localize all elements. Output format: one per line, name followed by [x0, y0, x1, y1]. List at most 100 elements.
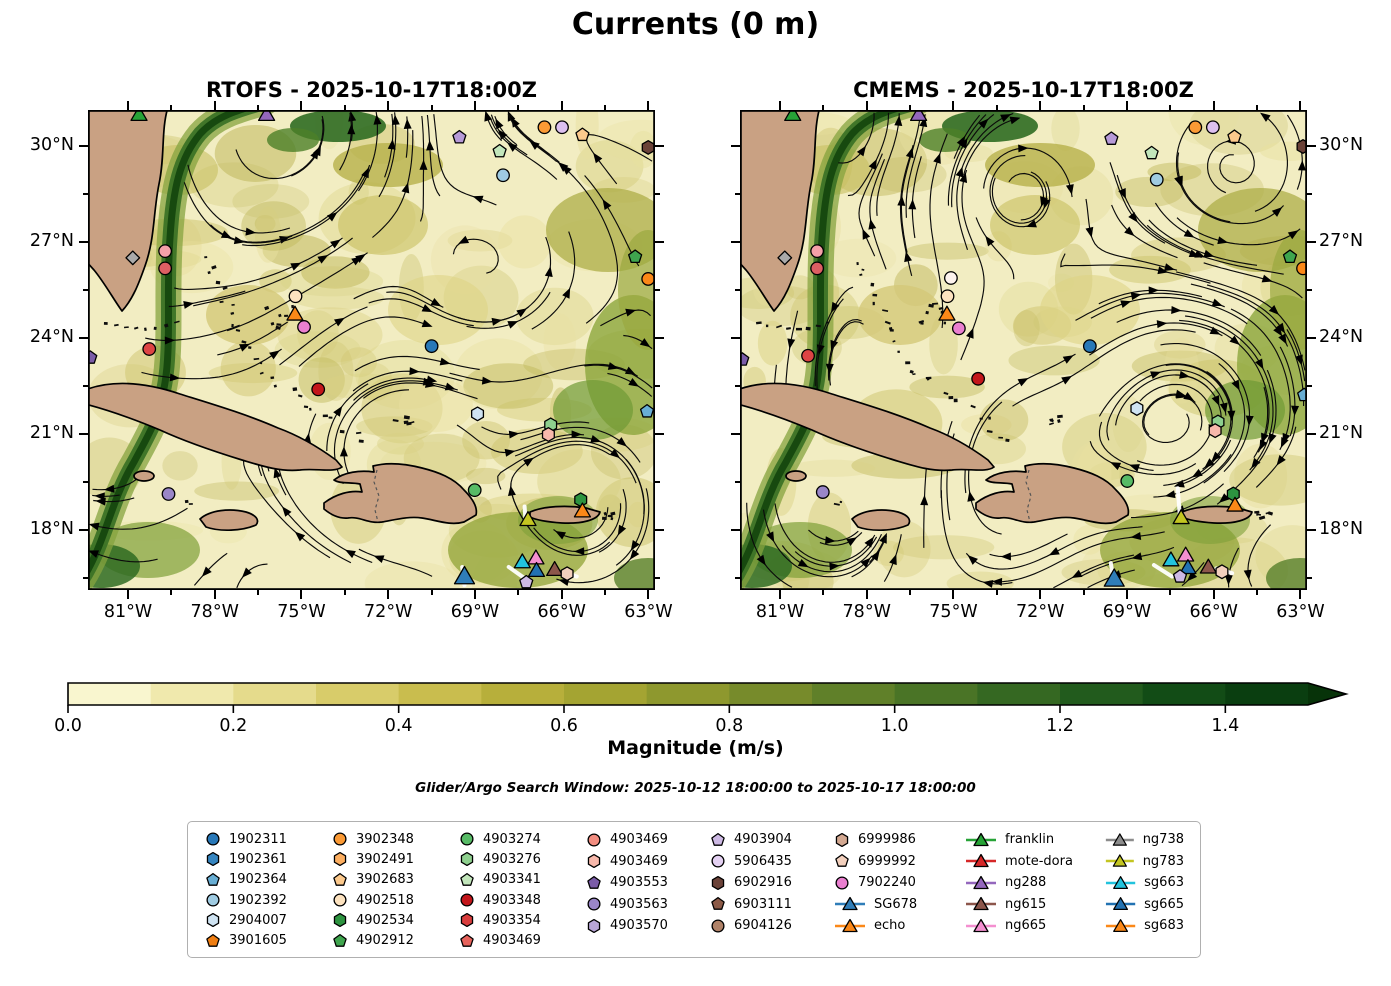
legend-label: 3902491: [356, 851, 414, 867]
lon-tick-label: 66°W: [1189, 602, 1238, 622]
axis-tick: [387, 590, 390, 599]
streamline: [858, 153, 883, 257]
streamline: [279, 306, 368, 366]
legend-label: ng665: [1005, 918, 1047, 934]
legend-item: 3902683: [331, 870, 458, 890]
pentagon-legend-glyph: [206, 933, 220, 947]
axis-tick: [655, 529, 664, 531]
float-marker: [1296, 139, 1307, 154]
glider-marker: [909, 110, 928, 122]
axis-tick: [735, 193, 740, 195]
axis-tick: [387, 101, 390, 110]
axis-tick: [1307, 241, 1316, 243]
streamline: [217, 321, 289, 356]
glider-marker: [1162, 551, 1180, 567]
streamline: [426, 114, 441, 197]
legend-label: 1902361: [229, 851, 287, 867]
axis-tick: [778, 590, 781, 599]
colorbar-tick-label: 1.0: [880, 716, 909, 736]
axis-tick: [731, 145, 740, 147]
colorbar-tick-label: 0.8: [715, 716, 744, 736]
axis-tick: [1307, 481, 1312, 483]
glider-marker: [1179, 559, 1197, 575]
streamline: [911, 156, 922, 239]
hexagon-legend-glyph: [206, 913, 220, 928]
legend-item: 4903563: [585, 894, 709, 916]
pentagon-icon: [333, 933, 347, 947]
legend-item: 6903111: [709, 894, 833, 916]
axis-tick: [735, 385, 740, 387]
glider-marker: [573, 502, 592, 518]
pentagon-icon: [460, 933, 474, 947]
streamline: [1111, 204, 1178, 259]
legend-label: 4902534: [356, 912, 414, 928]
map-canvas: [740, 110, 1307, 590]
pentagon-icon: [835, 854, 849, 868]
pentagon-legend-glyph: [206, 872, 220, 886]
legend-item: 4903274: [458, 829, 585, 849]
lat-tick-label: 30°N: [29, 135, 74, 155]
glider-marker: [938, 305, 956, 321]
float-marker: [1282, 249, 1298, 264]
lat-tick-label: 18°N: [29, 519, 74, 539]
legend-item: 4903348: [458, 890, 585, 910]
legend-item: 1902392: [204, 890, 331, 910]
circle-legend-glyph: [206, 832, 220, 846]
float-marker: [575, 127, 590, 142]
circle-icon: [460, 893, 474, 907]
streamline: [1176, 271, 1306, 371]
legend-label: 7902240: [858, 875, 916, 891]
legend-item: 1902361: [204, 849, 331, 869]
hexagon-legend-glyph: [333, 852, 347, 867]
streamline: [1165, 364, 1232, 470]
streamline: [816, 298, 844, 390]
float-marker: [1104, 131, 1119, 145]
axis-tick: [257, 590, 260, 595]
streamline: [90, 550, 158, 563]
pentagon-icon: [206, 933, 220, 947]
float-marker: [639, 403, 655, 418]
streamline: [598, 489, 627, 553]
glider-marker: [286, 305, 304, 321]
legend-item: sg683: [1104, 915, 1184, 937]
streamline: [983, 147, 1073, 198]
axis-tick: [83, 193, 88, 195]
streamline: [490, 114, 528, 156]
axis-tick: [1169, 590, 1172, 595]
axis-tick: [1256, 590, 1259, 595]
streamline: [1175, 123, 1285, 225]
streamline: [242, 164, 371, 247]
legend-label: 3902348: [356, 831, 414, 847]
legend-item: 6999986: [833, 829, 964, 851]
lon-tick-label: 78°W: [190, 602, 239, 622]
lat-tick-label: 21°N: [29, 423, 74, 443]
land-florida: [88, 110, 169, 312]
land-cuba: [88, 382, 343, 472]
legend-column: 4903274 4903276 4903341 4903348 4903354 49034…: [458, 829, 585, 951]
legend-column: ng738 ng783 sg663 sg665 sg683: [1104, 829, 1184, 951]
legend-item: 5906435: [709, 851, 833, 873]
legend-label: 6999986: [858, 832, 916, 848]
legend-item: ng783: [1104, 851, 1184, 873]
glider-marker: [1177, 546, 1195, 562]
legend-label: 4903274: [483, 831, 541, 847]
legend-item: 4903570: [585, 915, 709, 937]
map-panel-cmems: 81°W 78°W 75°W 72°W 69°W 66°W 63°W 30°N 27°N 24°N…: [731, 101, 1363, 622]
axis-tick: [655, 481, 660, 483]
float-marker: [1296, 261, 1307, 276]
lon-tick-label: 72°W: [364, 602, 413, 622]
axis-tick: [604, 105, 607, 110]
streamline: [378, 112, 397, 198]
streamline: [1089, 322, 1223, 356]
axis-tick: [647, 101, 650, 110]
float-marker: [951, 321, 966, 336]
axis-tick: [655, 577, 660, 579]
streamline: [584, 364, 653, 389]
streamline: [1109, 162, 1166, 244]
legend-label: 4903276: [483, 851, 541, 867]
pentagon-icon: [587, 875, 601, 889]
legend-item: mote-dora: [964, 851, 1104, 873]
land-jamaica: [199, 509, 259, 531]
lat-tick-label: 27°N: [1319, 231, 1364, 251]
circle-legend-glyph: [835, 876, 849, 890]
